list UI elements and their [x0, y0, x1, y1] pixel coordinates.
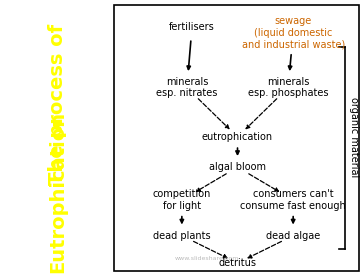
Text: eutrophication: eutrophication [202, 132, 273, 142]
Text: www.slideshare.com: www.slideshare.com [175, 256, 240, 261]
Text: Eutrophication: Eutrophication [48, 111, 67, 273]
Text: fertilisers: fertilisers [169, 22, 215, 32]
Text: competition
for light: competition for light [153, 189, 211, 211]
Text: dead plants: dead plants [153, 231, 211, 241]
Text: detritus: detritus [218, 258, 257, 268]
Text: dead algae: dead algae [266, 231, 320, 241]
Text: algal bloom: algal bloom [209, 162, 266, 172]
Text: minerals
esp. phosphates: minerals esp. phosphates [248, 77, 328, 98]
Text: consumers can't
consume fast enough: consumers can't consume fast enough [240, 189, 346, 211]
Text: sewage
(liquid domestic
and industrial waste): sewage (liquid domestic and industrial w… [242, 16, 345, 50]
Text: minerals
esp. nitrates: minerals esp. nitrates [156, 77, 218, 98]
Text: organic material: organic material [349, 97, 359, 177]
Text: The process of: The process of [48, 24, 67, 185]
